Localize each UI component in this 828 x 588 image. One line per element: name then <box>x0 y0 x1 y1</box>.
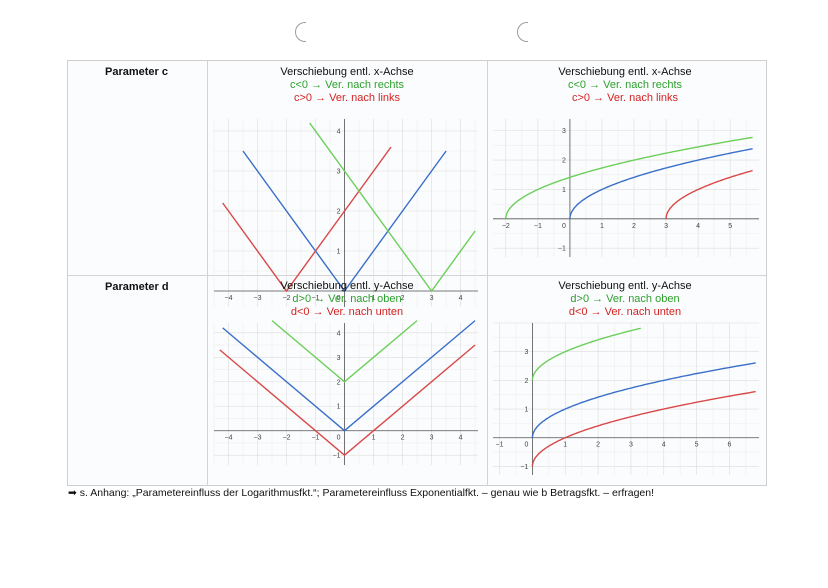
y-tick-label: −1 <box>520 464 528 471</box>
plot-sqrt-y-shift: −1 1 2 3 4 5 6 −1 1 2 3 0 <box>489 319 763 479</box>
x-tick-label: −3 <box>254 295 262 302</box>
x-tick-label: 1 <box>372 295 376 302</box>
caption-green-line: c<0 → Ver. nach rechts <box>289 79 405 91</box>
caption-row2-right: Verschiebung entl. y-Achse d>0 → Ver. na… <box>490 280 760 319</box>
plot-sqrt-x-shift: −2 −1 1 2 3 4 5 −1 1 2 3 0 <box>489 115 763 261</box>
punch-hole-right <box>517 22 528 42</box>
y-tick-label: −1 <box>333 453 341 460</box>
x-tick-label: 2 <box>632 223 636 230</box>
x-tick-label: 3 <box>629 442 633 449</box>
x-tick-label: 3 <box>430 435 434 442</box>
x-tick-label: −1 <box>534 223 542 230</box>
plot-abs-y-shift: −4 −3 −2 −1 1 2 3 4 −1 1 2 3 4 0 <box>210 319 482 469</box>
red-curve <box>219 344 476 457</box>
y-tick-label: 3 <box>337 355 341 362</box>
x-tick-label: 5 <box>728 223 732 230</box>
y-tick-label: 2 <box>525 378 529 385</box>
green-curve <box>271 320 418 383</box>
blue-curve <box>569 148 753 219</box>
caption-title: Verschiebung entl. x-Achse <box>280 66 414 78</box>
chart-svg: −1 1 2 3 4 5 6 −1 1 2 3 0 <box>493 322 759 475</box>
y-tick-label: 3 <box>562 128 566 135</box>
red-curve <box>665 169 753 219</box>
x-tick-label: −4 <box>225 435 233 442</box>
x-tick-label: 4 <box>459 295 463 302</box>
caption-title: Verschiebung entl. y-Achse <box>558 280 692 292</box>
caption-red-line: d<0 → Ver. nach unten <box>290 306 404 318</box>
y-tick-label: 2 <box>337 209 341 216</box>
x-tick-label: 4 <box>696 223 700 230</box>
x-tick-label: −4 <box>225 295 233 302</box>
origin-label: 0 <box>337 295 341 302</box>
caption-row1-left: Verschiebung entl. x-Achse c<0 → Ver. na… <box>212 66 482 105</box>
plot-abs-x-shift: −4 −3 −2 −1 1 2 3 4 1 2 3 4 0 <box>210 115 482 311</box>
x-tick-label: −1 <box>312 435 320 442</box>
caption-title: Verschiebung entl. y-Achse <box>280 280 414 292</box>
x-tick-label: 1 <box>563 442 567 449</box>
caption-row1-right: Verschiebung entl. x-Achse c<0 → Ver. na… <box>490 66 760 105</box>
green-curve <box>531 327 641 381</box>
x-tick-label: 2 <box>401 435 405 442</box>
y-tick-label: 3 <box>337 169 341 176</box>
x-tick-label: 2 <box>596 442 600 449</box>
caption-green-line: d>0 → Ver. nach oben <box>570 293 680 305</box>
column-divider <box>207 61 208 485</box>
x-tick-label: 6 <box>727 442 731 449</box>
caption-green-line: c<0 → Ver. nach rechts <box>567 79 683 91</box>
x-tick-label: 4 <box>662 442 666 449</box>
x-tick-label: −1 <box>496 442 504 449</box>
x-tick-label: 2 <box>401 295 405 302</box>
chart-svg: −2 −1 1 2 3 4 5 −1 1 2 3 0 <box>493 119 759 257</box>
y-tick-label: 1 <box>525 407 529 414</box>
chart-svg: −4 −3 −2 −1 1 2 3 4 1 2 3 4 0 <box>213 119 478 307</box>
red-curve <box>222 146 392 293</box>
origin-label: 0 <box>525 442 529 449</box>
x-tick-label: 3 <box>430 295 434 302</box>
green-curve <box>309 122 476 293</box>
caption-red-line: c>0 → Ver. nach links <box>571 92 679 104</box>
x-tick-label: −2 <box>502 223 510 230</box>
y-tick-label: −1 <box>558 246 566 253</box>
y-tick-label: 2 <box>562 158 566 165</box>
x-tick-label: 3 <box>664 223 668 230</box>
y-tick-label: 1 <box>337 404 341 411</box>
y-tick-label: 1 <box>562 187 566 194</box>
parameter-label-d: Parameter d <box>105 281 169 293</box>
x-tick-label: 1 <box>600 223 604 230</box>
parameter-label-c: Parameter c <box>105 66 168 78</box>
y-tick-label: 2 <box>337 379 341 386</box>
blue-curve <box>531 362 756 438</box>
x-tick-label: −3 <box>254 435 262 442</box>
caption-red-line: c>0 → Ver. nach links <box>293 92 401 104</box>
blue-curve <box>242 150 447 293</box>
red-curve <box>531 390 756 467</box>
origin-label: 0 <box>562 223 566 230</box>
origin-label: 0 <box>337 435 341 442</box>
y-tick-label: 4 <box>337 330 341 337</box>
caption-row2-left: Verschiebung entl. y-Achse d>0 → Ver. na… <box>212 280 482 319</box>
column-divider <box>487 61 488 485</box>
green-curve <box>505 136 753 219</box>
x-tick-label: −1 <box>312 295 320 302</box>
chart-svg: −4 −3 −2 −1 1 2 3 4 −1 1 2 3 4 0 <box>213 320 478 465</box>
blue-curve <box>222 320 476 432</box>
punch-hole-left <box>295 22 306 42</box>
footnote: ➡ s. Anhang: „Parametereinfluss der Loga… <box>68 487 655 499</box>
caption-red-line: d<0 → Ver. nach unten <box>568 306 682 318</box>
y-tick-label: 3 <box>525 349 529 356</box>
x-tick-label: 5 <box>695 442 699 449</box>
x-tick-label: −2 <box>283 435 291 442</box>
y-tick-label: 4 <box>337 129 341 136</box>
y-tick-label: 1 <box>337 249 341 256</box>
x-tick-label: −2 <box>283 295 291 302</box>
x-tick-label: 4 <box>459 435 463 442</box>
parameter-table: Parameter c Verschiebung entl. x-Achse c… <box>67 60 767 486</box>
caption-green-line: d>0 → Ver. nach oben <box>292 293 402 305</box>
x-tick-label: 1 <box>372 435 376 442</box>
caption-title: Verschiebung entl. x-Achse <box>558 66 692 78</box>
